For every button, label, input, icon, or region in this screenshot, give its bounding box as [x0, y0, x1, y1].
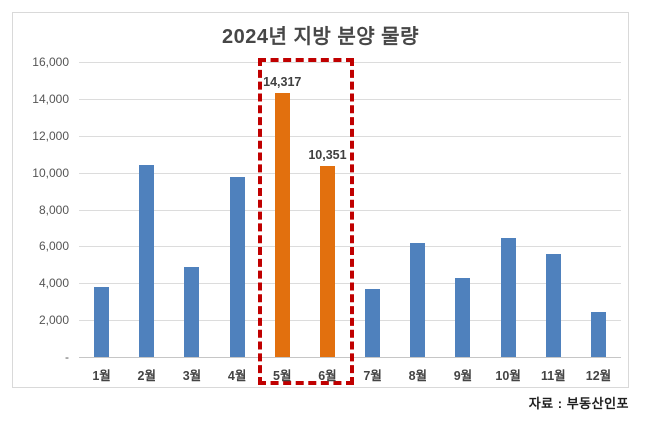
chart-title: 2024년 지방 분양 물량	[222, 26, 419, 48]
chart-frame: 2024년 지방 분양 물량 14,317 10,351 16,000 14,000…	[12, 12, 629, 388]
bar-9월	[455, 277, 471, 357]
bar-column	[486, 62, 531, 357]
bar-11월	[545, 253, 561, 357]
x-axis-tick-label: 5월	[273, 369, 292, 383]
x-axis-tick-label: 4월	[227, 369, 247, 383]
bar-8월	[410, 242, 426, 357]
bar-10월	[500, 238, 516, 357]
x-axis-tick-label: 10월	[495, 369, 521, 383]
bar-column	[395, 62, 440, 357]
y-axis-tick-label: 16,000	[32, 55, 69, 69]
bar-12월	[590, 311, 606, 357]
x-axis-labels: 1월 2월 3월 4월 5월 6월 7월 8월 9월 10월 11월 12월	[79, 365, 621, 384]
y-axis-tick-label: 4,000	[38, 276, 69, 291]
y-axis-tick-label: 12,000	[32, 128, 69, 143]
y-axis-tick-label: 10,000	[32, 165, 69, 180]
bar-6월	[319, 166, 335, 357]
x-axis-tick-label: 12월	[585, 369, 612, 383]
y-axis-tick-label: 8,000	[38, 202, 69, 217]
bar-4월	[229, 177, 245, 357]
bar-column	[169, 62, 214, 357]
y-axis-tick-label: 14,000	[32, 91, 69, 106]
bar-2월	[139, 165, 155, 357]
x-axis-tick-label: 9월	[453, 369, 473, 383]
source-credit: 자료 : 부동산인포	[528, 396, 629, 411]
x-axis-tick-label: 2월	[137, 369, 156, 383]
y-axis-tick-label: -	[65, 350, 69, 364]
bar-column	[576, 62, 621, 357]
bar-value-label: 14,317	[263, 75, 302, 89]
bar-column	[215, 62, 260, 357]
x-axis-tick-label: 11월	[540, 369, 566, 383]
x-axis-tick-label: 6월	[318, 369, 337, 383]
bar-column	[350, 62, 395, 357]
bar-7월	[365, 288, 381, 357]
x-axis-tick-label: 3월	[182, 369, 202, 383]
x-axis-tick-label: 1월	[92, 369, 111, 383]
plot-area: 14,317 10,351	[79, 58, 621, 385]
y-axis-tick-label: 6,000	[38, 239, 69, 254]
bar-column	[440, 62, 485, 357]
bar-5월	[274, 93, 290, 357]
x-axis-tick-label: 8월	[408, 369, 428, 383]
bar-column: 10,351	[305, 62, 350, 357]
x-axis-line	[79, 357, 621, 358]
bars-container: 14,317 10,351	[79, 62, 621, 357]
y-axis-tick-label: 2,000	[38, 313, 69, 328]
bar-column	[124, 62, 169, 357]
bar-column	[531, 62, 576, 357]
bar-column	[79, 62, 124, 357]
bar-1월	[94, 286, 110, 357]
bar-3월	[184, 266, 200, 357]
x-axis-tick-label: 7월	[363, 369, 382, 383]
bar-column: 14,317	[260, 62, 305, 357]
bar-value-label: 10,351	[308, 148, 347, 163]
